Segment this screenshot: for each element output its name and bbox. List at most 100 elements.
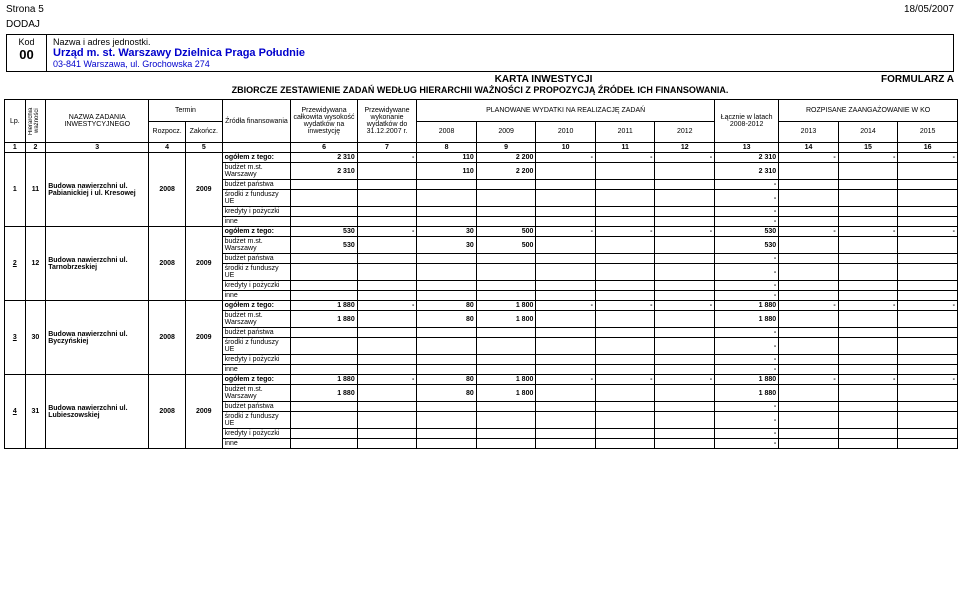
val-cell [291,328,357,338]
src-inne: inne [222,217,291,227]
val-cell: - [715,180,779,190]
val-cell [779,281,839,291]
val-cell: - [715,291,779,301]
src-inne: inne [222,439,291,449]
val-cell [417,281,477,291]
val-cell [838,281,898,291]
val-cell [898,328,958,338]
val-cell [536,311,596,328]
val-cell [357,338,417,355]
val-cell: - [838,375,898,385]
src-ogolem: ogółem z tego: [222,301,291,311]
val-cell [291,254,357,264]
val-cell [838,180,898,190]
val-cell [417,429,477,439]
val-cell [779,237,839,254]
val-cell [357,412,417,429]
val-cell [779,254,839,264]
val-cell [655,412,715,429]
val-cell [536,264,596,281]
src-ogolem: ogółem z tego: [222,153,291,163]
val-cell: 530 [291,227,357,237]
val-cell: 80 [417,311,477,328]
th-2012: 2012 [655,121,715,143]
val-cell: 30 [417,237,477,254]
val-cell [357,237,417,254]
th-laczne: Łącznie w latach 2008-2012 [715,100,779,143]
val-cell [291,291,357,301]
val-cell: 80 [417,375,477,385]
val-cell: 1 880 [715,301,779,311]
val-cell: - [655,301,715,311]
val-cell: 1 880 [715,385,779,402]
val-cell [779,328,839,338]
val-cell: - [779,227,839,237]
val-cell: 110 [417,163,477,180]
val-cell: - [357,301,417,311]
val-cell [357,163,417,180]
val-cell [291,429,357,439]
val-cell: 1 800 [476,385,536,402]
val-cell: - [595,375,655,385]
val-cell [417,264,477,281]
val-cell [536,237,596,254]
val-cell [838,190,898,207]
val-cell: - [357,153,417,163]
val-cell [417,412,477,429]
val-cell [536,190,596,207]
val-cell [291,402,357,412]
val-cell [838,291,898,301]
val-cell: - [838,301,898,311]
val-cell [898,237,958,254]
val-cell: 2 310 [715,153,779,163]
th-2009: 2009 [476,121,536,143]
lp-cell: 4 [5,375,26,449]
th-2010: 2010 [536,121,596,143]
val-cell: 2 310 [291,163,357,180]
src-kredyty: kredyty i pożyczki [222,281,291,291]
val-cell [595,163,655,180]
val-cell [838,429,898,439]
val-cell [417,254,477,264]
val-cell [536,365,596,375]
val-cell [595,281,655,291]
val-cell [898,402,958,412]
zakon-cell: 2009 [185,375,222,449]
val-cell: 80 [417,301,477,311]
val-cell: 530 [291,237,357,254]
val-cell [595,264,655,281]
hier-cell: 12 [25,227,46,301]
val-cell [779,180,839,190]
val-cell [536,207,596,217]
val-cell: - [898,375,958,385]
val-cell [655,365,715,375]
th-planowane: PLANOWANE WYDATKI NA REALIZACJĘ ZADAŃ [417,100,715,122]
val-cell: 1 880 [291,385,357,402]
rozp-cell: 2008 [149,153,186,227]
src-kredyty: kredyty i pożyczki [222,355,291,365]
val-cell [536,439,596,449]
zakon-cell: 2009 [185,153,222,227]
val-cell [898,355,958,365]
val-cell [291,338,357,355]
val-cell [357,429,417,439]
val-cell [595,291,655,301]
val-cell [595,180,655,190]
val-cell [898,180,958,190]
val-cell: 1 800 [476,311,536,328]
val-cell [476,264,536,281]
val-cell: - [715,365,779,375]
val-cell [357,254,417,264]
val-cell [779,365,839,375]
val-cell: 1 880 [291,301,357,311]
val-cell [898,190,958,207]
val-cell [291,439,357,449]
val-cell [898,412,958,429]
val-cell [357,291,417,301]
val-cell [838,338,898,355]
val-cell [655,429,715,439]
val-cell [779,412,839,429]
val-cell: - [715,328,779,338]
val-cell [898,291,958,301]
th-rozpisane: ROZPISANE ZAANGAŻOWANIE W KO [779,100,958,122]
